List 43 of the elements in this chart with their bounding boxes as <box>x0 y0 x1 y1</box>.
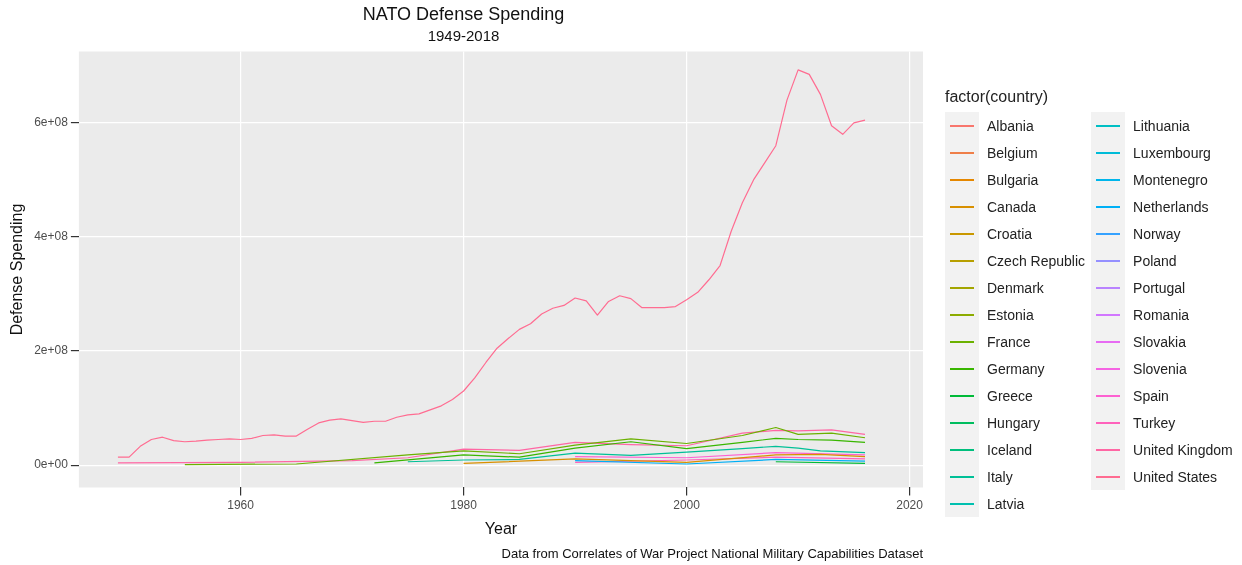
legend-label: Iceland <box>987 441 1033 458</box>
x-tick-label: 2020 <box>896 497 924 512</box>
legend-label: Lithuania <box>1133 117 1190 134</box>
legend-label: Luxembourg <box>1133 144 1211 161</box>
legend-label: United Kingdom <box>1133 441 1233 458</box>
legend-label: Hungary <box>987 414 1040 431</box>
x-tick-label: 1980 <box>450 497 478 512</box>
legend-label: Germany <box>987 360 1045 377</box>
y-tick-label: 0e+00 <box>34 457 69 472</box>
legend-label: Poland <box>1133 252 1177 269</box>
legend-label: Portugal <box>1133 279 1186 296</box>
legend-label: Norway <box>1133 225 1181 242</box>
legend-label: Bulgaria <box>987 171 1039 188</box>
x-tick-label: 1960 <box>227 497 255 512</box>
legend-label: Estonia <box>987 306 1034 323</box>
legend-label: Albania <box>987 117 1034 134</box>
chart-title: NATO Defense Spending <box>362 3 565 24</box>
y-axis-title: Defense Spending <box>8 203 26 336</box>
legend-label: Romania <box>1133 306 1190 323</box>
legend-label: Slovenia <box>1133 360 1187 377</box>
y-tick-label: 6e+08 <box>34 115 69 130</box>
legend-label: Croatia <box>987 225 1033 242</box>
legend-label: Montenegro <box>1133 171 1208 188</box>
legend-label: Belgium <box>987 144 1038 161</box>
legend-label: Slovakia <box>1133 333 1186 350</box>
legend-title: factor(country) <box>945 88 1050 106</box>
legend-label: Turkey <box>1133 414 1176 431</box>
legend-label: United States <box>1133 468 1218 485</box>
legend-label: Czech Republic <box>987 252 1086 269</box>
legend-label: Canada <box>987 198 1037 215</box>
text: Data from Correlates of War Project National Military Capabilities Dataset <box>501 546 924 562</box>
legend-label: Netherlands <box>1133 198 1209 215</box>
legend-label: France <box>987 333 1031 350</box>
x-tick-label: 2000 <box>673 497 701 512</box>
legend-label: Denmark <box>987 279 1044 296</box>
y-tick-label: 2e+08 <box>34 343 69 358</box>
legend-label: Greece <box>987 387 1033 404</box>
legend-label: Latvia <box>987 495 1025 512</box>
x-axis-title: Year <box>484 519 518 537</box>
y-tick-label: 4e+08 <box>34 229 69 244</box>
chart-subtitle: 1949-2018 <box>427 26 500 44</box>
legend-label: Spain <box>1133 387 1169 404</box>
legend-label: Italy <box>987 468 1013 485</box>
